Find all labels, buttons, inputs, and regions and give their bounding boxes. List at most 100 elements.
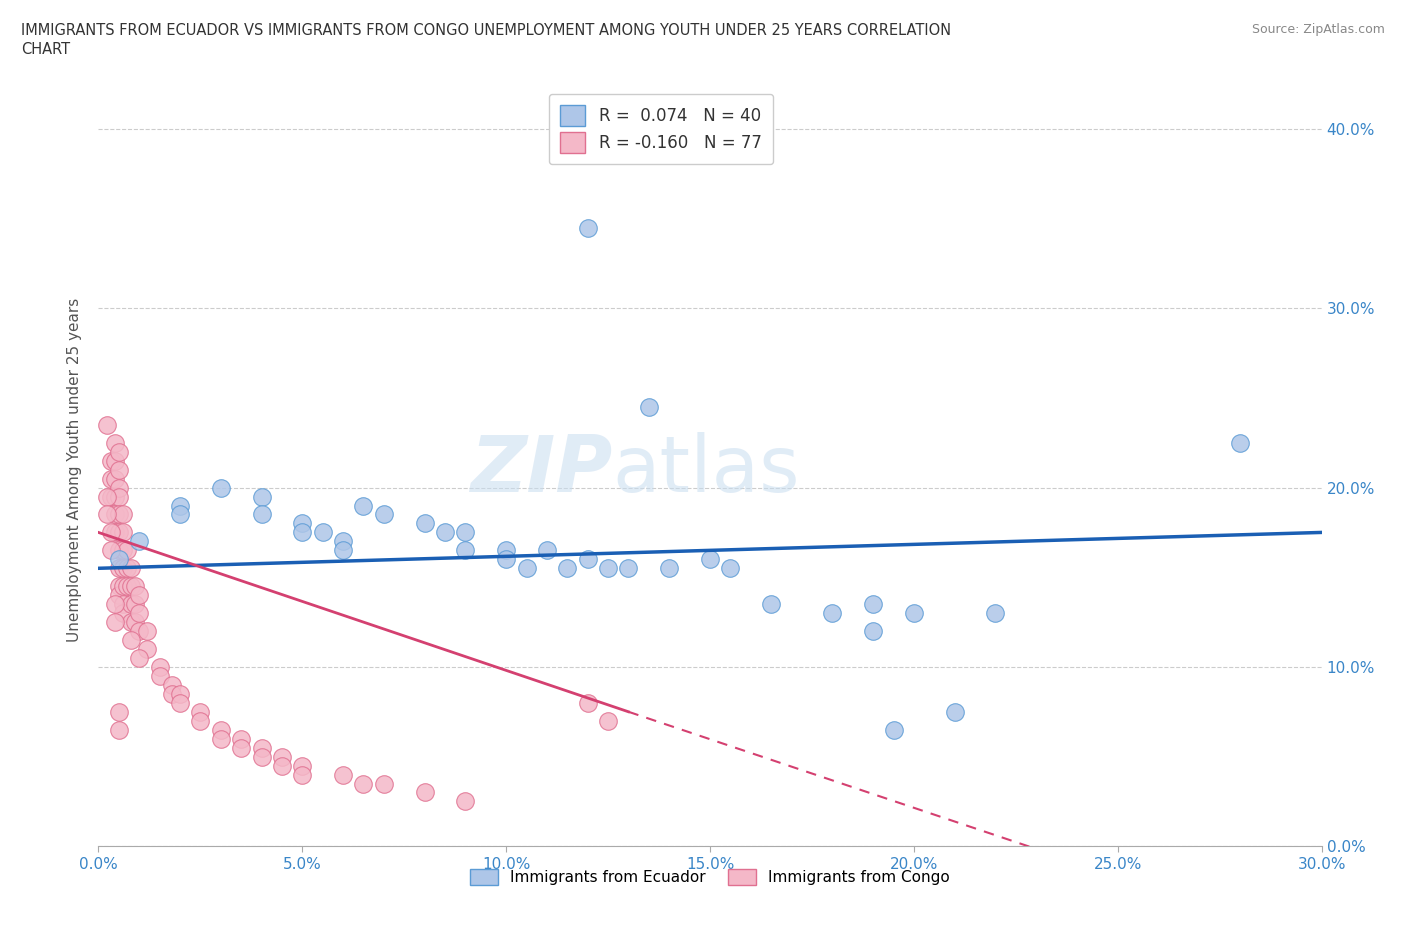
Y-axis label: Unemployment Among Youth under 25 years: Unemployment Among Youth under 25 years [67,298,83,642]
Point [598,713,620,728]
Point [120,615,142,630]
Point [413,785,436,800]
Point [209,731,232,746]
Point [312,525,335,539]
Point [169,686,191,701]
Point [108,507,131,522]
Point [598,561,620,576]
Text: IMMIGRANTS FROM ECUADOR VS IMMIGRANTS FROM CONGO UNEMPLOYMENT AMONG YOUTH UNDER : IMMIGRANTS FROM ECUADOR VS IMMIGRANTS FR… [21,23,952,38]
Point [96,418,118,432]
Point [352,498,374,513]
Point [100,472,122,486]
Point [115,578,138,593]
Point [862,597,884,612]
Point [250,507,273,522]
Point [169,696,191,711]
Point [291,525,314,539]
Point [104,615,127,630]
Point [128,624,150,639]
Point [862,624,884,639]
Point [984,605,1007,620]
Point [120,561,142,576]
Point [120,632,142,647]
Point [658,561,681,576]
Point [699,551,721,566]
Point [270,750,294,764]
Point [128,534,150,549]
Point [108,462,131,477]
Point [718,561,742,576]
Point [270,758,294,773]
Point [111,578,134,593]
Point [413,516,436,531]
Point [108,561,131,576]
Point [188,713,212,728]
Point [149,659,172,674]
Point [128,651,150,666]
Point [108,578,131,593]
Point [100,453,122,468]
Point [291,516,314,531]
Point [104,525,127,539]
Point [495,543,517,558]
Point [495,551,517,566]
Point [332,543,354,558]
Point [250,750,273,764]
Point [1229,435,1251,450]
Text: atlas: atlas [612,432,800,508]
Point [576,551,599,566]
Point [352,776,374,790]
Point [111,525,134,539]
Point [332,767,354,782]
Point [124,615,146,630]
Point [291,767,314,782]
Point [128,605,150,620]
Point [231,740,253,755]
Point [96,507,118,522]
Point [821,605,844,620]
Point [104,435,127,450]
Point [209,480,232,495]
Point [576,220,599,235]
Point [128,588,150,603]
Point [160,677,183,692]
Point [108,525,131,539]
Point [209,723,232,737]
Point [120,578,142,593]
Point [115,561,138,576]
Point [250,489,273,504]
Point [943,704,966,719]
Point [576,696,599,711]
Point [136,642,159,657]
Point [434,525,457,539]
Point [555,561,579,576]
Point [291,758,314,773]
Point [903,605,925,620]
Point [108,551,131,566]
Point [536,543,558,558]
Point [104,472,127,486]
Point [637,400,661,415]
Point [883,723,905,737]
Text: ZIP: ZIP [470,432,612,508]
Point [108,704,131,719]
Point [104,453,127,468]
Point [108,480,131,495]
Point [169,507,191,522]
Point [454,525,477,539]
Point [108,445,131,459]
Point [104,507,127,522]
Point [108,588,131,603]
Point [111,507,134,522]
Point [761,597,783,612]
Point [250,740,273,755]
Point [108,489,131,504]
Point [454,794,477,809]
Point [111,605,134,620]
Point [332,534,354,549]
Point [100,543,122,558]
Point [120,597,142,612]
Point [617,561,640,576]
Text: CHART: CHART [21,42,70,57]
Point [169,498,191,513]
